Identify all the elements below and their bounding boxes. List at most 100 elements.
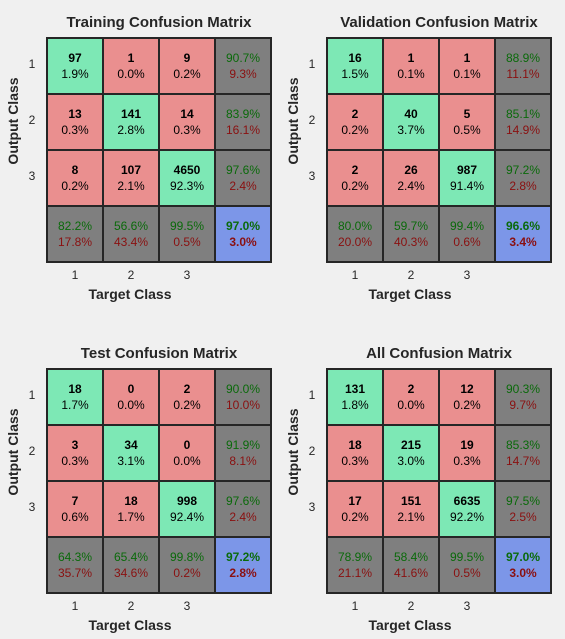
recall-value: 59.7% (393, 219, 429, 233)
precision-value: 97.6% (225, 163, 261, 177)
cell-count: 2 (407, 382, 415, 396)
column-summary-cell: 80.0% 20.0% (328, 207, 382, 261)
y-axis-label: Output Class (5, 408, 21, 496)
incorrect-cell: 18 1.7% (104, 482, 158, 536)
cell-count: 34 (124, 438, 138, 452)
x-tick-label: 3 (463, 268, 471, 282)
cell-percent: 1.7% (117, 510, 145, 524)
accuracy-value: 97.2% (225, 550, 261, 564)
cell-count: 7 (71, 494, 79, 508)
cell-count: 9 (183, 51, 191, 65)
row-summary-cell: 85.1% 14.9% (496, 95, 550, 149)
error-value: 2.4% (229, 510, 257, 524)
row-summary-cell: 85.3% 14.7% (496, 426, 550, 480)
x-tick-label: 1 (71, 599, 79, 613)
y-tick-label: 1 (308, 57, 316, 71)
y-tick-label: 2 (28, 444, 36, 458)
incorrect-cell: 12 0.2% (440, 370, 494, 424)
incorrect-cell: 9 0.2% (160, 39, 214, 93)
cell-count: 4650 (173, 163, 201, 177)
cell-count: 12 (460, 382, 474, 396)
y-tick-label: 2 (308, 113, 316, 127)
column-summary-cell: 56.6% 43.4% (104, 207, 158, 261)
incorrect-cell: 13 0.3% (48, 95, 102, 149)
x-tick-label: 1 (351, 268, 359, 282)
error-value: 0.5% (173, 235, 201, 249)
recall-value: 82.2% (57, 219, 93, 233)
incorrect-cell: 2 0.2% (328, 95, 382, 149)
chart-title: All Confusion Matrix (366, 345, 512, 362)
row-summary-cell: 97.2% 2.8% (496, 151, 550, 205)
overall-accuracy-cell: 97.0% 3.0% (496, 538, 550, 592)
recall-value: 99.5% (169, 219, 205, 233)
recall-value: 80.0% (337, 219, 373, 233)
correct-cell: 18 1.7% (48, 370, 102, 424)
row-summary-cell: 91.9% 8.1% (216, 426, 270, 480)
row-summary-cell: 90.3% 9.7% (496, 370, 550, 424)
cell-percent: 92.2% (449, 510, 485, 524)
cell-count: 2 (351, 107, 359, 121)
incorrect-cell: 1 0.0% (104, 39, 158, 93)
incorrect-cell: 0 0.0% (160, 426, 214, 480)
incorrect-cell: 14 0.3% (160, 95, 214, 149)
y-tick-label: 3 (28, 500, 36, 514)
correct-cell: 215 3.0% (384, 426, 438, 480)
cell-count: 2 (183, 382, 191, 396)
error-value: 2.8% (509, 179, 537, 193)
cell-count: 26 (404, 163, 418, 177)
confusion-grid: 18 1.7% 0 0.0% 2 0.2% 90.0% 10.0% 3 0.3% 34 3.1% 0 0.… (46, 368, 272, 594)
error-value: 0.5% (453, 566, 481, 580)
x-tick-label: 1 (351, 599, 359, 613)
cell-percent: 0.2% (173, 398, 201, 412)
overall-error-value: 3.0% (229, 235, 257, 249)
y-tick-label: 1 (28, 388, 36, 402)
cell-percent: 1.9% (61, 67, 89, 81)
cell-count: 97 (68, 51, 82, 65)
error-value: 40.3% (393, 235, 429, 249)
precision-value: 97.2% (505, 163, 541, 177)
x-tick-label: 1 (71, 268, 79, 282)
cell-percent: 0.3% (61, 123, 89, 137)
recall-value: 99.8% (169, 550, 205, 564)
precision-value: 90.7% (225, 51, 261, 65)
cell-percent: 91.4% (449, 179, 485, 193)
error-value: 16.1% (225, 123, 261, 137)
recall-value: 65.4% (113, 550, 149, 564)
incorrect-cell: 8 0.2% (48, 151, 102, 205)
incorrect-cell: 19 0.3% (440, 426, 494, 480)
overall-error-value: 2.8% (229, 566, 257, 580)
confusion-grid: 97 1.9% 1 0.0% 9 0.2% 90.7% 9.3% 13 0.3% 141 2.8% 14… (46, 37, 272, 263)
column-summary-cell: 99.8% 0.2% (160, 538, 214, 592)
x-tick-label: 3 (183, 599, 191, 613)
overall-accuracy-cell: 97.0% 3.0% (216, 207, 270, 261)
y-tick-label: 3 (308, 500, 316, 514)
cell-count: 6635 (453, 494, 481, 508)
x-axis-label: Target Class (88, 286, 172, 302)
incorrect-cell: 107 2.1% (104, 151, 158, 205)
cell-count: 1 (127, 51, 135, 65)
chart-title: Test Confusion Matrix (80, 345, 238, 362)
cell-percent: 0.2% (453, 398, 481, 412)
incorrect-cell: 5 0.5% (440, 95, 494, 149)
error-value: 17.8% (57, 235, 93, 249)
incorrect-cell: 18 0.3% (328, 426, 382, 480)
cell-count: 13 (68, 107, 82, 121)
error-value: 34.6% (113, 566, 149, 580)
cell-count: 17 (348, 494, 362, 508)
precision-value: 97.6% (225, 494, 261, 508)
precision-value: 88.9% (505, 51, 541, 65)
confusion-grid: 131 1.8% 2 0.0% 12 0.2% 90.3% 9.7% 18 0.3% 215 3.0%… (326, 368, 552, 594)
cell-count: 18 (68, 382, 82, 396)
cell-percent: 0.0% (117, 398, 145, 412)
cell-percent: 0.2% (341, 179, 369, 193)
correct-cell: 97 1.9% (48, 39, 102, 93)
cell-count: 987 (456, 163, 478, 177)
row-summary-cell: 97.5% 2.5% (496, 482, 550, 536)
accuracy-value: 97.0% (225, 219, 261, 233)
chart-title: Training Confusion Matrix (66, 14, 252, 31)
cell-percent: 2.8% (117, 123, 145, 137)
precision-value: 83.9% (225, 107, 261, 121)
x-axis-label: Target Class (368, 617, 452, 633)
cell-percent: 0.5% (453, 123, 481, 137)
column-summary-cell: 99.5% 0.5% (160, 207, 214, 261)
